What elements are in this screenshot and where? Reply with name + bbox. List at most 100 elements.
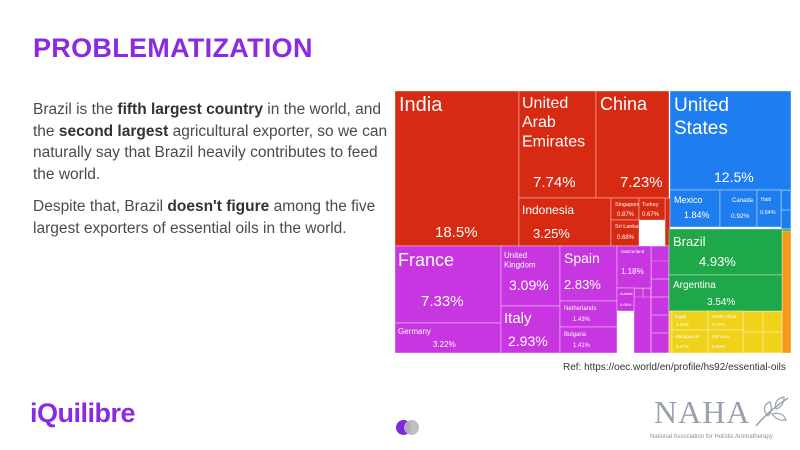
tile-mexico	[669, 189, 721, 228]
tile-value-mexico: 1.84%	[684, 210, 710, 220]
tile-bulgaria	[559, 326, 618, 353]
tile-label-turkey: Turkey	[642, 202, 659, 208]
naha-wordmark: NAHA	[654, 394, 751, 430]
tile-value-switzerland: 1.18%	[621, 267, 644, 276]
text-run-0: Brazil is the	[33, 101, 118, 118]
tile-italy	[500, 305, 561, 353]
tile-value-canada: 0.92%	[731, 213, 750, 220]
africa-filler	[668, 310, 673, 353]
tile-label-bulgaria: Bulgaria	[564, 332, 587, 338]
tile-label-singapore: Singapore	[615, 202, 640, 208]
tile-label-united-arab-emirates: United	[522, 95, 568, 112]
tile-label-france: France	[398, 250, 454, 270]
iquilibre-logo: iQuilibre	[30, 398, 136, 429]
tile-label-indonesia: Indonesia	[522, 203, 574, 217]
tile-france	[395, 245, 502, 324]
tile-label-netherlands: Netherlands	[564, 306, 596, 312]
tile-label-brazil: Brazil	[673, 234, 706, 249]
tiny-tile	[650, 332, 670, 353]
europe-small-tiles-2	[650, 245, 670, 353]
bold-run-1: doesn't figure	[167, 198, 270, 215]
tile-united-states	[669, 91, 792, 191]
tile-value-sri-lanka: 0.68%	[617, 235, 635, 241]
tile-united-arab-emirates	[518, 91, 597, 199]
text-run-2: in the world, and the	[33, 101, 382, 140]
tiny-tile	[651, 219, 666, 234]
tile-label-united-arab-emirates: Emirates	[522, 133, 585, 150]
tile-value-italy: 2.93%	[508, 333, 548, 349]
tile-label-mexico: Mexico	[674, 195, 703, 205]
tile-value-france: 7.33%	[421, 293, 464, 310]
slide-pager[interactable]	[396, 420, 422, 436]
tile-label-united-states: United	[674, 95, 729, 116]
tile-value-turkey: 0.67%	[642, 212, 660, 218]
treemap-svg: India 18.5% United Arab Emirates 7.74% China 7.…	[395, 91, 792, 353]
europe-small-tiles	[633, 287, 652, 353]
tile-label-united-arab-emirates: Arab	[522, 114, 556, 131]
text-run-2: among the five largest exporters of esse…	[33, 198, 376, 237]
tile-value-morocco: 0.69%	[712, 344, 725, 349]
tile-label-morocco: Morocco	[712, 334, 730, 339]
tile-label-south-africa: South Africa	[712, 314, 737, 319]
bold-run-3: second largest	[58, 122, 169, 140]
tile-argentina	[668, 274, 783, 312]
tile-indonesia	[518, 197, 612, 247]
tile-austria	[616, 287, 635, 312]
bold-run-1: fifth largest country	[117, 101, 263, 118]
text-run-4: agricultural exporter, so we can natural…	[33, 122, 388, 183]
tile-value-bulgaria: 1.41%	[573, 343, 591, 349]
tile-value-south-africa: 0.72%	[712, 322, 725, 327]
pager-dot[interactable]	[404, 420, 419, 435]
tile-morocco	[707, 329, 744, 353]
tiny-tile	[638, 232, 653, 247]
naha-logo: NAHA National Association for Holistic A…	[648, 394, 790, 444]
tile-label-egypt: Egypt	[675, 314, 687, 319]
paragraph-1: Brazil is the fifth largest country in t…	[33, 99, 388, 185]
tile-value-brazil: 4.93%	[699, 254, 736, 269]
tile-label-united-states: States	[674, 118, 728, 139]
tile-canada	[719, 189, 758, 228]
tile-label-italy: Italy	[504, 310, 532, 327]
tiny-tile	[651, 232, 666, 247]
tile-label-sri-lanka: Sri Lanka	[615, 224, 639, 230]
tile-label-switzerland: Switzerland	[621, 249, 645, 254]
paragraph-2: Despite that, Brazil doesn't figure amon…	[33, 196, 388, 239]
tile-label-argentina: Argentina	[673, 280, 716, 291]
tile-label-austria: Austria	[620, 291, 633, 296]
tile-value-netherlands: 1.43%	[573, 317, 591, 323]
text-run-0: Despite that, Brazil	[33, 198, 168, 215]
treemap-chart: India 18.5% United Arab Emirates 7.74% China 7.…	[395, 91, 797, 353]
tile-value-austria: 0.65%	[620, 302, 632, 307]
oceania-tiles	[781, 230, 792, 353]
tile-brazil	[668, 228, 783, 276]
tile-label-canada: Canada	[732, 198, 754, 204]
tile-label-china: China	[600, 94, 648, 114]
tile-india	[395, 91, 520, 247]
leaf-icon	[755, 396, 789, 427]
tile-label-united-kingdom: Kingdom	[504, 261, 536, 270]
tile-value-china: 7.23%	[620, 174, 663, 191]
tile-netherlands	[559, 300, 618, 328]
tile-turkey	[638, 197, 666, 221]
tile-value-egypt: 1.02%	[676, 322, 689, 327]
tile-label-germany: Germany	[398, 327, 431, 336]
tile-label-india: India	[399, 94, 443, 116]
reference-link[interactable]: Ref: https://oec.world/en/profile/hs92/e…	[563, 362, 786, 373]
tile-label-haiti: Haiti	[761, 197, 771, 203]
tile-label-united-kingdom: United	[504, 251, 527, 260]
slide-title: PROBLEMATIZATION	[33, 33, 313, 63]
tile-value-united-states: 12.5%	[714, 169, 754, 185]
tile-value-germany: 3.22%	[433, 340, 456, 349]
tile-label-madagascar: Madagascar	[675, 334, 700, 339]
tile-value-indonesia: 3.25%	[533, 226, 570, 241]
logo-text: iQuilibre	[30, 398, 136, 428]
naha-subtitle: National Association for Holistic Aromat…	[650, 434, 773, 440]
tile-value-spain: 2.83%	[564, 277, 601, 292]
tile-value-haiti: 0.64%	[760, 210, 776, 216]
tiny-tile	[638, 219, 653, 234]
tile-value-singapore: 0.87%	[617, 212, 635, 218]
tile-china	[595, 91, 670, 199]
tile-label-spain: Spain	[564, 250, 600, 266]
tile-value-india: 18.5%	[435, 224, 478, 241]
